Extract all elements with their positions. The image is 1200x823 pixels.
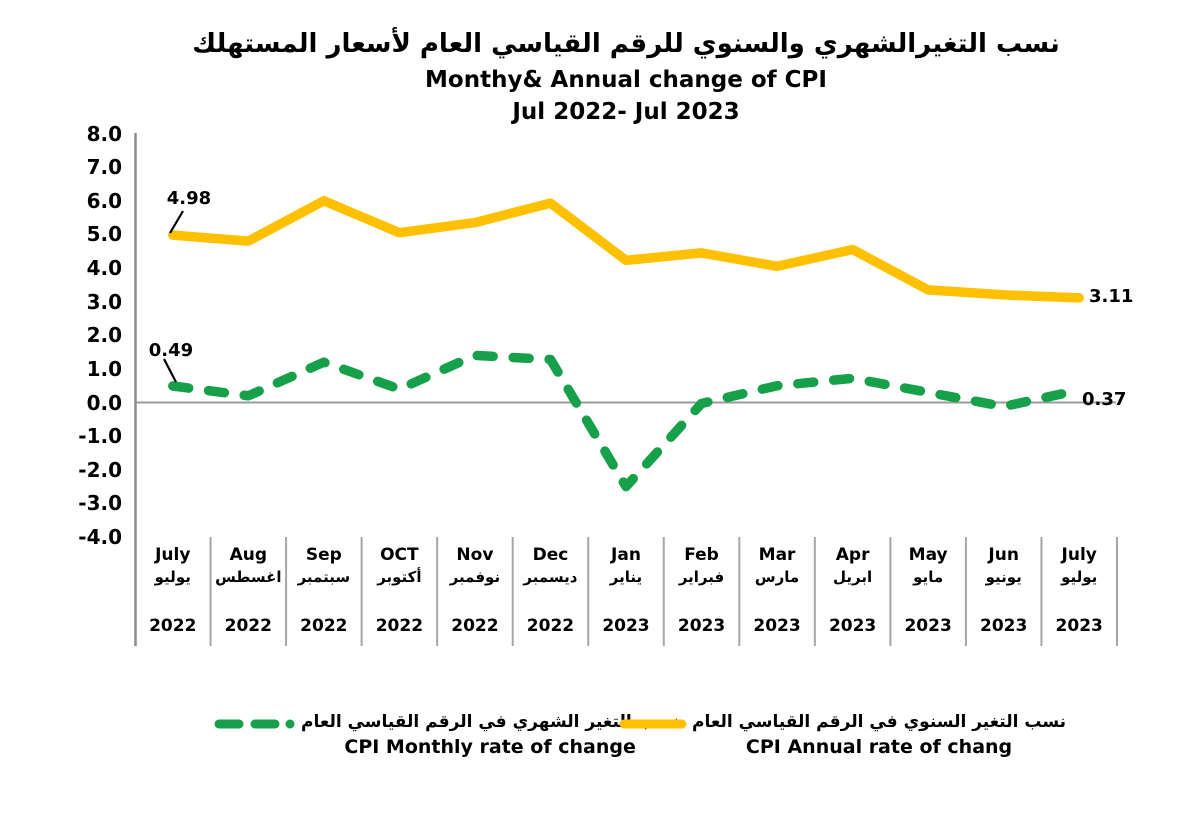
month-name-ar: مارس <box>754 568 800 586</box>
annual-series-swatch-icon <box>619 719 687 729</box>
data-label-annual-end: 3.11 <box>1089 286 1134 307</box>
month-name-ar: اغسطس <box>215 568 282 586</box>
month-year: 2023 <box>1055 616 1103 636</box>
month-year: 2023 <box>677 616 726 636</box>
month-column: July يوليو 2022 <box>137 545 209 637</box>
chart-title-period: Jul 2022- Jul 2023 <box>512 99 740 125</box>
y-tick-label: 3.0 <box>86 289 122 314</box>
month-column: Aug اغسطس 2022 <box>213 545 285 637</box>
month-name-ar: نوفمبر <box>449 568 501 586</box>
month-year: 2023 <box>828 616 877 636</box>
month-name-en: July <box>155 545 191 565</box>
data-label-monthly-start: 0.49 <box>148 340 194 361</box>
annual-series-line <box>168 196 1084 303</box>
y-tick-label: 6.0 <box>86 188 122 213</box>
month-year: 2023 <box>753 616 801 636</box>
month-name-en: Sep <box>305 545 342 565</box>
month-year: 2022 <box>526 616 575 636</box>
chart-title-arabic: نسب التغيرالشهري والسنوي للرقم القياسي ا… <box>192 29 1060 59</box>
label-leader-line <box>169 210 184 234</box>
legend-item-annual: نسب التغير السنوي في الرقم القياسي العام… <box>618 710 1066 760</box>
chart-title-english: Monthy& Annual change of CPI <box>425 67 827 93</box>
y-tick-label: -1.0 <box>78 424 122 449</box>
month-column: Feb فبراير 2023 <box>666 545 738 637</box>
label-leader-line <box>163 358 177 383</box>
month-year: 2022 <box>300 616 348 636</box>
legend-annual-label-arabic: نسب التغير السنوي في الرقم القياسي العام <box>692 712 1067 732</box>
month-column: Dec ديسمبر 2022 <box>515 545 587 637</box>
y-tick-label: 8.0 <box>86 121 122 146</box>
month-year: 2023 <box>602 616 650 636</box>
month-year: 2022 <box>149 616 197 636</box>
month-name-ar: ابريل <box>833 568 873 586</box>
y-tick-label: 2.0 <box>86 323 122 348</box>
month-name-ar: مايو <box>913 568 944 586</box>
month-column: OCT أكتوبر 2022 <box>364 545 436 637</box>
data-label-annual-start: 4.98 <box>166 188 212 209</box>
y-tick-label: 7.0 <box>86 155 122 180</box>
month-name-en: Aug <box>229 545 268 565</box>
month-name-en: Mar <box>758 545 796 565</box>
month-column: May مايو 2023 <box>892 545 964 637</box>
month-name-en: July <box>1061 545 1097 565</box>
y-tick-label: -4.0 <box>78 524 122 549</box>
monthly-series-swatch-icon <box>214 719 295 729</box>
month-name-ar: سبتمبر <box>297 568 351 586</box>
month-column: Jan يناير 2023 <box>590 545 662 637</box>
month-year: 2022 <box>375 616 424 636</box>
legend-annual-label-english: CPI Annual rate of chang <box>745 736 1013 758</box>
y-tick-label: -2.0 <box>78 457 122 482</box>
month-column: Apr ابريل 2023 <box>817 545 889 637</box>
month-name-ar: ديسمبر <box>523 568 578 586</box>
month-year: 2022 <box>224 616 272 636</box>
month-name-en: OCT <box>380 545 419 565</box>
month-name-ar: يوليو <box>1061 568 1098 586</box>
month-name-en: Jan <box>611 545 641 565</box>
y-tick-label: 1.0 <box>86 356 122 381</box>
month-column: Jun يونيو 2023 <box>968 545 1040 637</box>
monthly-series-line <box>168 350 1084 492</box>
month-name-en: Nov <box>456 545 494 565</box>
month-column: July يوليو 2023 <box>1043 545 1115 637</box>
month-name-en: Feb <box>684 545 719 565</box>
y-tick-label: 5.0 <box>86 222 122 247</box>
month-column: Sep سبتمبر 2022 <box>288 545 360 637</box>
legend-item-monthly: نسب التغير الشهري في الرقم القياسي العام… <box>211 710 679 760</box>
month-year: 2022 <box>451 616 499 636</box>
month-year: 2023 <box>980 616 1028 636</box>
month-name-ar: يونيو <box>985 568 1022 586</box>
month-name-ar: يناير <box>609 568 643 586</box>
month-name-en: Jun <box>988 545 1019 565</box>
legend-monthly-label-arabic: نسب التغير الشهري في الرقم القياسي العام <box>301 712 680 732</box>
month-name-ar: يوليو <box>154 568 191 586</box>
chart-title: نسب التغيرالشهري والسنوي للرقم القياسي ا… <box>135 24 1117 128</box>
month-column: Mar مارس 2023 <box>741 545 813 637</box>
legend-monthly-label-english: CPI Monthly rate of change <box>344 736 636 758</box>
y-tick-label: 4.0 <box>86 256 122 281</box>
month-year: 2023 <box>904 616 952 636</box>
data-label-monthly-end: 0.37 <box>1082 389 1127 410</box>
month-column: Nov نوفمبر 2022 <box>439 545 511 637</box>
month-name-en: Apr <box>835 545 870 565</box>
month-name-en: Dec <box>532 545 569 565</box>
month-name-ar: أكتوبر <box>377 568 422 586</box>
month-name-ar: فبراير <box>678 568 725 586</box>
month-name-en: May <box>908 545 948 565</box>
y-tick-label: 0.0 <box>86 390 122 415</box>
y-tick-label: -3.0 <box>78 491 122 516</box>
